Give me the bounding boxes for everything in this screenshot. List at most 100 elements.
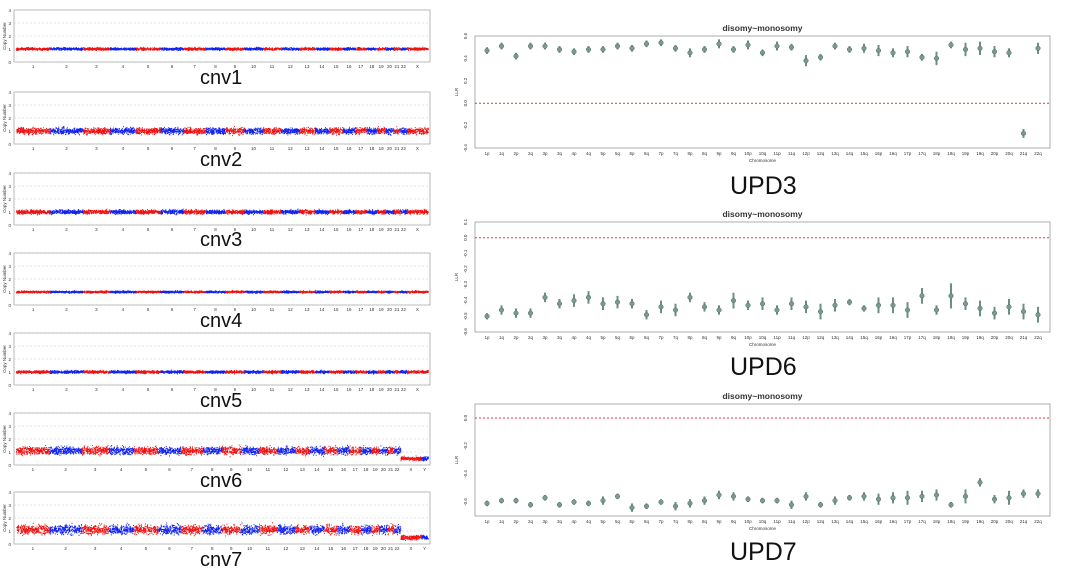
x-tick-label: 12: [283, 546, 289, 551]
x-tick-label: 3p: [542, 519, 548, 524]
chromosome-points-18: [360, 524, 372, 536]
chromosome-points-13: [294, 446, 311, 457]
chromosome-points-18: [366, 126, 378, 136]
cnv7-caption: cnv7: [200, 549, 243, 571]
chromosome-points-22: [400, 47, 408, 51]
data-point-10p: [745, 496, 751, 502]
chromosome-points-16: [342, 369, 356, 375]
data-point-14q: [846, 299, 853, 305]
x-tick-label: 18: [369, 387, 375, 392]
chromosome-points-21: [393, 370, 401, 374]
y-axis-label: Copy Number: [2, 185, 7, 213]
y-tick-label: 2: [8, 437, 11, 442]
data-point-12q: [817, 54, 824, 60]
x-tick-label: 13q: [831, 519, 839, 524]
data-point-1q: [498, 307, 505, 313]
chromosome-points-X: [406, 208, 429, 216]
y-tick-label: 0.0: [463, 100, 468, 107]
data-point-19q: [977, 479, 983, 485]
data-point-13q: [832, 302, 838, 308]
x-tick-label: 1: [32, 387, 35, 392]
chromosome-points-8: [202, 523, 223, 536]
chromosome-points-Y: [421, 534, 429, 540]
x-tick-label: 18: [363, 467, 369, 472]
chromosome-points-X: [406, 46, 429, 52]
x-tick-label: 22: [401, 387, 407, 392]
x-tick-label: 3: [95, 307, 98, 312]
x-tick-label: 12q: [817, 335, 825, 340]
chromosome-points-X: [406, 369, 429, 375]
chromosome-points-X: [407, 126, 429, 136]
y-tick-label: -0.4: [463, 144, 468, 152]
x-tick-label: 15q: [860, 519, 868, 524]
y-tick-label: 0.0: [463, 414, 468, 421]
y-tick-label: 0.1: [463, 218, 468, 225]
x-tick-label: 10: [251, 387, 257, 392]
data-point-21q: [1020, 309, 1027, 315]
x-tick-label: 16q: [889, 519, 897, 524]
y-axis-label: LLR: [454, 87, 459, 96]
x-tick-label: 20: [387, 64, 393, 69]
x-tick-label: 3q: [557, 335, 563, 340]
x-tick-label: 18: [369, 146, 375, 151]
chromosome-points-12: [281, 46, 301, 51]
x-tick-label: 8p: [687, 519, 693, 524]
x-tick-label: 8: [214, 64, 217, 69]
x-tick-label: 3p: [542, 151, 548, 156]
chromosome-points-6: [160, 126, 185, 136]
x-tick-label: 14: [319, 64, 325, 69]
x-tick-label: 2: [65, 227, 68, 232]
data-point-8p: [687, 500, 693, 506]
x-tick-label: 8p: [687, 151, 693, 156]
x-tick-label: 14q: [846, 519, 854, 524]
data-point-6q: [643, 312, 650, 318]
cnv3-panel: 0 1 2 3 4 Copy Number 1 2 3 4 5 6 7 8 9 10 11 12 13 14 15 16 1…: [0, 171, 432, 233]
x-tick-label: 7: [193, 146, 196, 151]
x-tick-label: 1p: [484, 335, 490, 340]
x-tick-label: 2: [65, 64, 68, 69]
x-tick-label: 17: [358, 307, 364, 312]
data-point-5p: [600, 46, 606, 52]
x-tick-label: 17q: [918, 519, 926, 524]
x-tick-label: 11q: [788, 335, 796, 340]
x-tick-label: 14q: [846, 335, 854, 340]
chromosome-points-7: [181, 524, 204, 537]
chromosome-points-13: [299, 290, 316, 294]
x-tick-label: 13: [305, 387, 311, 392]
x-tick-label: 22: [401, 227, 407, 232]
x-tick-label: 4: [120, 546, 123, 551]
chromosome-points-14: [310, 523, 325, 536]
chromosome-points-1: [16, 522, 51, 537]
y-tick-label: 0: [8, 223, 11, 228]
y-tick-label: 3: [8, 424, 11, 429]
data-point-20p: [991, 310, 998, 316]
x-tick-label: 22: [395, 546, 401, 551]
y-tick-label: 2: [8, 516, 11, 521]
data-point-1p: [484, 500, 490, 506]
chromosome-points-2: [50, 208, 84, 216]
chromosome-points-13: [299, 46, 316, 51]
x-tick-label: 6: [168, 546, 171, 551]
x-tick-label: 20: [387, 146, 393, 151]
x-tick-label: 16: [346, 146, 352, 151]
x-tick-label: 7: [193, 307, 196, 312]
x-tick-label: X: [409, 546, 412, 551]
x-tick-label: 17: [358, 227, 364, 232]
x-tick-label: 13: [305, 64, 311, 69]
x-tick-label: 10q: [759, 151, 767, 156]
y-tick-label: -0.4: [463, 296, 468, 304]
data-point-1q: [498, 498, 505, 504]
x-tick-label: 5q: [615, 519, 621, 524]
data-point-5q: [614, 43, 621, 49]
y-tick-label: 3: [8, 103, 11, 108]
x-tick-label: 16p: [875, 335, 883, 340]
data-point-15q: [861, 493, 867, 499]
x-tick-label: 6: [171, 387, 174, 392]
x-tick-label: 20: [387, 307, 393, 312]
x-tick-label: 6p: [629, 335, 635, 340]
chromosome-points-19: [377, 290, 386, 294]
x-tick-label: 14: [314, 546, 320, 551]
x-tick-label: 11: [270, 387, 275, 392]
chromosome-points-12: [281, 127, 301, 136]
